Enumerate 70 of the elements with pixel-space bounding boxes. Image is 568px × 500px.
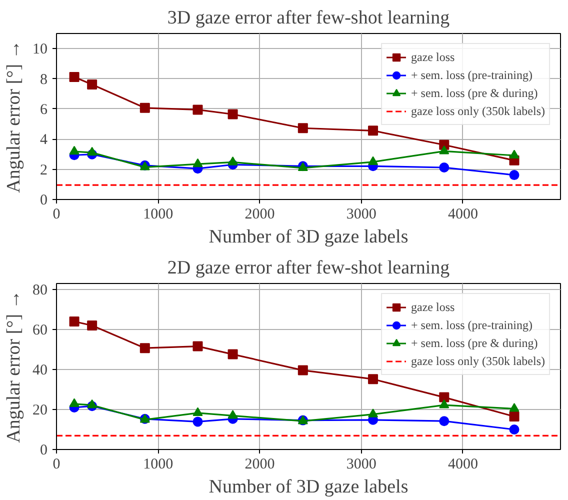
x-tick-label: 2000 xyxy=(244,206,275,222)
point xyxy=(192,158,203,168)
y-tick-label: 6 xyxy=(40,102,48,118)
y-tick-label: 0 xyxy=(40,192,48,208)
legend-label: + sem. loss (pre & during) xyxy=(411,84,538,102)
x-axis-title: Number of 3D gaze labels xyxy=(208,476,408,498)
legend-label: + sem. loss (pre-training) xyxy=(411,66,532,84)
point xyxy=(368,374,378,384)
point xyxy=(69,72,80,82)
point xyxy=(368,156,378,166)
point xyxy=(192,407,203,416)
point xyxy=(439,416,450,426)
x-tick-label: 2000 xyxy=(244,456,275,472)
point xyxy=(228,109,238,120)
chart-title: 2D gaze error after few-shot learning xyxy=(167,258,450,278)
x-tick-label: 4000 xyxy=(448,206,478,222)
point xyxy=(368,126,378,136)
point xyxy=(509,150,520,159)
x-tick-label: 3000 xyxy=(346,206,376,222)
point xyxy=(192,341,203,352)
chart-title: 3D gaze error after few-shot learning xyxy=(167,8,450,28)
y-tick-label: 60 xyxy=(32,322,48,338)
y-tick-label: 2 xyxy=(40,162,48,178)
point xyxy=(509,403,520,412)
point xyxy=(69,146,80,155)
point xyxy=(192,104,203,115)
point xyxy=(509,412,520,422)
point xyxy=(87,80,98,90)
point xyxy=(439,146,450,154)
y-tick-label: 80 xyxy=(32,282,48,298)
legend-label: gaze loss xyxy=(411,298,455,316)
legend-label: gaze loss only (350k labels) xyxy=(411,102,545,120)
point xyxy=(192,416,203,427)
x-tick-label: 1000 xyxy=(143,456,174,472)
y-axis-title: Angular error [°] → xyxy=(4,40,24,193)
point xyxy=(439,162,450,172)
point xyxy=(87,399,98,408)
point xyxy=(228,410,238,419)
point xyxy=(69,316,80,326)
y-axis-title: Angular error [°] → xyxy=(4,290,24,443)
y-tick-label: 40 xyxy=(32,362,48,378)
point xyxy=(368,408,378,418)
point xyxy=(509,424,520,434)
y-tick-label: 4 xyxy=(40,132,48,148)
x-tick-label: 1000 xyxy=(143,206,174,222)
point xyxy=(298,365,308,376)
point xyxy=(228,156,238,166)
point xyxy=(140,343,150,354)
point xyxy=(87,320,98,330)
x-tick-label: 0 xyxy=(52,206,60,222)
point xyxy=(69,398,80,407)
y-tick-label: 10 xyxy=(32,42,48,58)
y-tick-label: 20 xyxy=(32,402,48,418)
point xyxy=(298,123,308,134)
point xyxy=(439,399,450,408)
legend-label: gaze loss xyxy=(411,48,455,66)
point xyxy=(140,102,150,113)
x-tick-label: 3000 xyxy=(346,456,376,472)
x-tick-label: 0 xyxy=(52,456,60,472)
x-axis-title: Number of 3D gaze labels xyxy=(208,226,408,248)
point xyxy=(509,170,520,180)
x-tick-label: 4000 xyxy=(448,456,478,472)
legend-label: + sem. loss (pre & during) xyxy=(411,334,538,352)
point xyxy=(228,349,238,360)
legend-label: gaze loss only (350k labels) xyxy=(411,352,545,370)
legend-label: + sem. loss (pre-training) xyxy=(411,316,532,334)
y-tick-label: 8 xyxy=(40,72,48,88)
point xyxy=(439,392,450,402)
y-tick-label: 0 xyxy=(40,442,48,458)
point xyxy=(87,146,98,156)
